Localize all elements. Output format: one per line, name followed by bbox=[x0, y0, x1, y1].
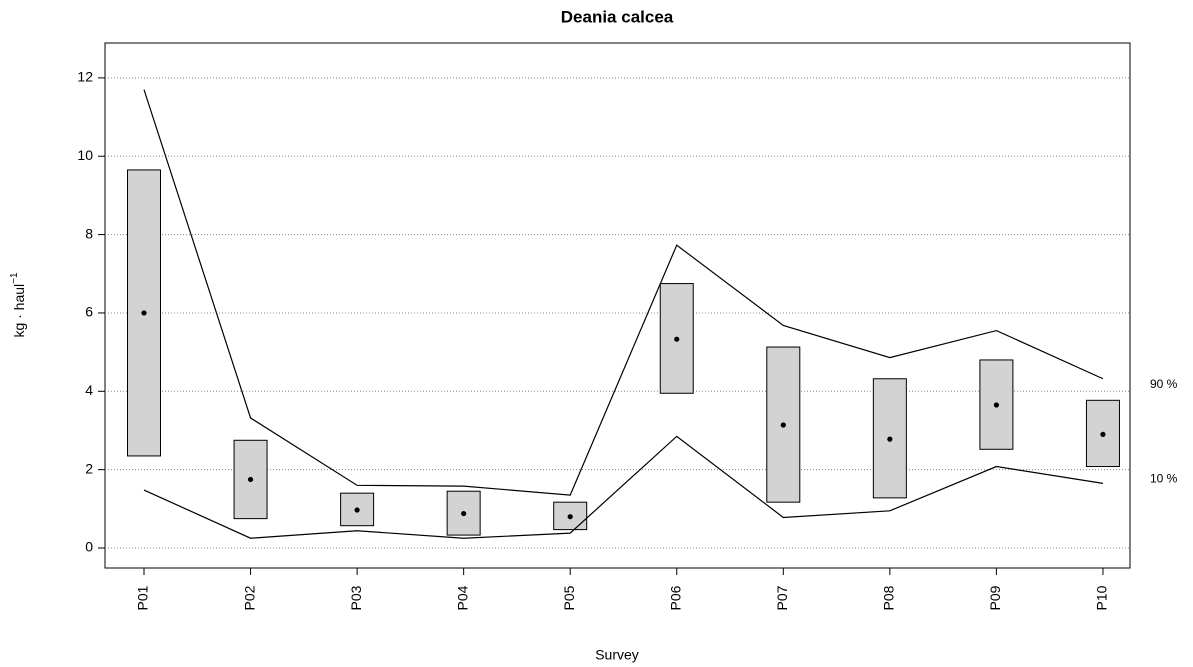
chart-title: Deania calcea bbox=[561, 7, 674, 26]
y-axis-label: kg · haul−1 bbox=[9, 272, 27, 338]
legend-label: 10 % bbox=[1150, 472, 1178, 486]
y-tick-label: 6 bbox=[85, 304, 93, 320]
y-tick-label: 4 bbox=[85, 382, 93, 398]
y-label-main: kg · haul bbox=[11, 284, 27, 338]
legend-label: 90 % bbox=[1150, 377, 1178, 391]
x-tick-label: P08 bbox=[881, 585, 897, 610]
x-tick-label: P09 bbox=[987, 585, 1003, 610]
plot-frame bbox=[104, 42, 1131, 569]
x-tick-label: P05 bbox=[561, 585, 577, 610]
mean-point bbox=[993, 402, 1000, 408]
x-tick-label: P03 bbox=[348, 585, 364, 610]
mean-point bbox=[461, 510, 467, 517]
x-tick-label: P02 bbox=[241, 585, 257, 610]
mean-point bbox=[674, 336, 680, 342]
mean-point bbox=[354, 507, 360, 513]
y-tick-label: 8 bbox=[85, 225, 93, 241]
mean-point bbox=[567, 514, 573, 520]
x-tick-label: P07 bbox=[774, 585, 790, 610]
x-tick-label: P04 bbox=[454, 585, 470, 610]
mean-point bbox=[887, 436, 893, 442]
percentile-line bbox=[143, 89, 1104, 496]
y-tick-label: 0 bbox=[85, 539, 93, 555]
mean-point bbox=[1100, 431, 1106, 437]
y-tick-label: 12 bbox=[77, 69, 93, 85]
x-axis-label: Survey bbox=[595, 647, 639, 663]
y-tick-label: 10 bbox=[77, 147, 93, 163]
y-label-superscript: −1 bbox=[9, 272, 20, 284]
percentile-line bbox=[143, 435, 1104, 539]
y-tick-label: 2 bbox=[85, 460, 93, 476]
mean-point bbox=[247, 476, 254, 483]
x-tick-label: P10 bbox=[1094, 585, 1110, 610]
x-tick-label: P06 bbox=[667, 585, 683, 610]
mean-point bbox=[780, 422, 786, 428]
x-tick-label: P01 bbox=[135, 585, 151, 610]
mean-point bbox=[141, 310, 147, 316]
